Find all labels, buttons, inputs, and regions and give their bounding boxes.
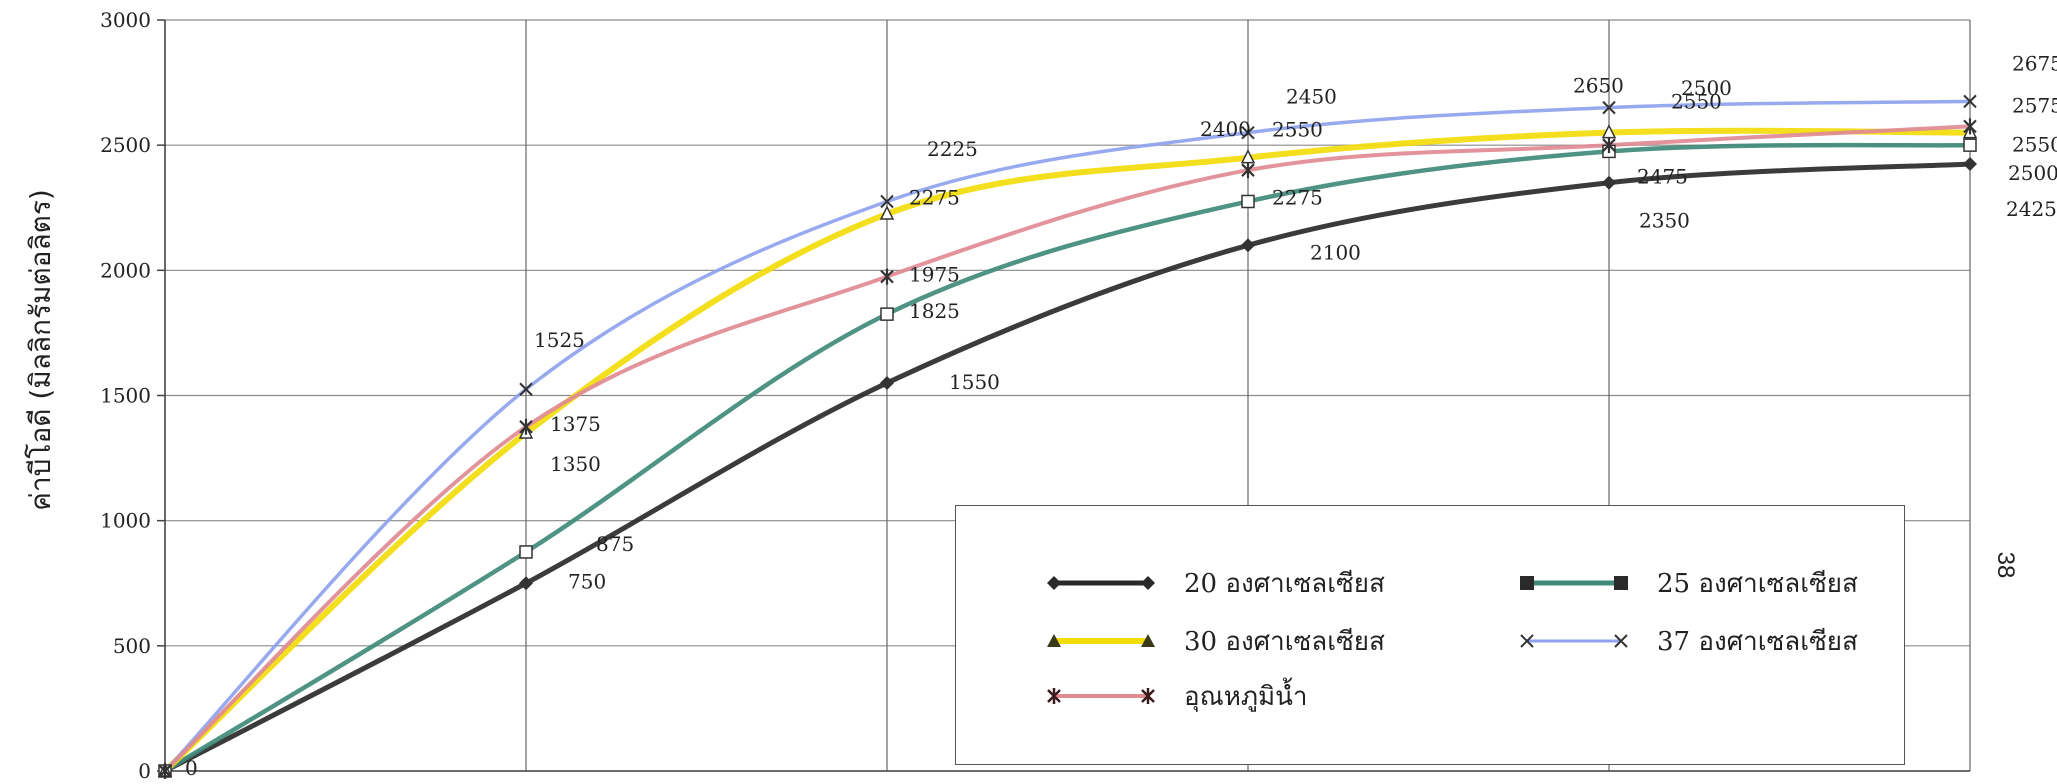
data-point: [519, 576, 533, 591]
legend-swatch-20c: [1047, 576, 1155, 590]
data-label: 2475: [1637, 164, 1688, 188]
data-point: [1963, 118, 1977, 135]
data-point: [519, 418, 533, 435]
data-label: 2225: [927, 137, 978, 161]
data-label: 0: [185, 756, 198, 780]
legend-item-30c: 30 องศาเซลเซียส: [1046, 621, 1385, 661]
data-label: 2350: [1639, 209, 1690, 233]
data-label: 1825: [909, 299, 960, 323]
data-label: 1550: [949, 370, 1000, 394]
legend-item-37c: 37 องศาเซลเซียส: [1519, 621, 1858, 661]
series-line: [162, 127, 1973, 774]
data-point: [1241, 238, 1255, 253]
legend-swatch-25c: [1520, 576, 1628, 590]
data-label: 2675: [2012, 51, 2057, 75]
y-axis-label: ค่าบีโอดี (มิลลิกรัมต่อลิตร): [23, 189, 57, 511]
data-label: 1375: [550, 412, 601, 436]
data-label: 1975: [909, 263, 960, 287]
data-point: [1963, 156, 1977, 171]
data-point: [880, 307, 894, 321]
data-point: [1241, 162, 1255, 179]
legend: 20 องศาเซลเซียส 25 องศาเซลเซียส 30 องศาเ…: [955, 505, 1905, 765]
legend-item-20c: 20 องศาเซลเซียส: [1046, 563, 1385, 603]
legend-swatch-37c: [1520, 634, 1628, 648]
data-point: [880, 194, 894, 209]
y-tick-label: 2000: [100, 258, 151, 282]
legend-label-30c: 30 องศาเซลเซียส: [1184, 626, 1385, 657]
data-labels: 0 1525 1375 1350 875 750 2225 2275 1975 1825 1550 2…: [185, 51, 2057, 780]
legend-label-20c: 20 องศาเซลเซียส: [1184, 568, 1385, 599]
data-point: [1602, 100, 1616, 115]
y-tick-label: 1000: [100, 509, 151, 533]
page-number: 38: [1992, 551, 2019, 579]
legend-item-water-temp: อุณหภูมิน้ำ: [1046, 676, 1308, 716]
data-label: 2100: [1310, 240, 1361, 264]
data-point: [158, 763, 172, 779]
legend-label-25c: 25 องศาเซลเซียส: [1657, 568, 1858, 599]
data-point: [1241, 194, 1255, 209]
data-label: 2275: [909, 185, 960, 209]
legend-label-37c: 37 องศาเซลเซียส: [1657, 626, 1858, 657]
series-line: [163, 99, 1972, 773]
data-point: [880, 375, 894, 390]
legend-item-25c: 25 องศาเซลเซียส: [1519, 563, 1858, 603]
data-point: [880, 268, 894, 285]
y-tick-label: 1500: [100, 384, 151, 408]
data-point: [1602, 137, 1616, 154]
data-label: 1525: [534, 328, 585, 352]
series-markers: [157, 94, 1978, 779]
data-label: 2550: [1671, 90, 1722, 114]
series-line: [162, 161, 1973, 774]
y-tick-label: 0: [138, 759, 151, 783]
data-point: [879, 205, 895, 220]
series-line: [163, 124, 1972, 773]
data-label: 2650: [1573, 74, 1624, 98]
data-point: [1602, 175, 1616, 190]
series-lines: [162, 99, 1973, 774]
data-label: 1350: [550, 452, 601, 476]
data-label: 2550: [1272, 118, 1323, 142]
y-tick-label: 500: [113, 634, 151, 658]
page-number-box: 38: [1985, 545, 2025, 585]
y-tick-labels: 0 500 1000 1500 2000 2500 3000: [100, 8, 151, 783]
legend-swatch-water-temp: [1047, 688, 1155, 704]
y-axis-label-box: ค่าบีโอดี (มิลลิกรัมต่อลิตร): [18, 100, 63, 600]
y-tick-label: 2500: [100, 133, 151, 157]
data-label: 2500: [1681, 76, 1732, 100]
legend-label-water-temp: อุณหภูมิน้ำ: [1184, 681, 1308, 712]
data-point: [1963, 94, 1977, 109]
y-tick-label: 3000: [100, 8, 151, 32]
data-label: 2275: [1272, 185, 1323, 209]
data-label: 2500: [2008, 161, 2057, 185]
series-line: [162, 142, 1973, 774]
data-point: [1963, 138, 1977, 152]
data-label: 2425: [2006, 197, 2057, 221]
data-point: [519, 545, 533, 559]
data-label: 2575: [2012, 93, 2057, 117]
data-label: 2400: [1200, 117, 1251, 141]
data-point: [519, 382, 533, 396]
data-label: 750: [568, 569, 606, 593]
data-point: [1241, 125, 1255, 140]
legend-swatch-30c: [1047, 634, 1155, 647]
data-label: 875: [596, 532, 634, 556]
data-label: 2450: [1286, 85, 1337, 109]
data-label: 2550: [2012, 133, 2057, 157]
